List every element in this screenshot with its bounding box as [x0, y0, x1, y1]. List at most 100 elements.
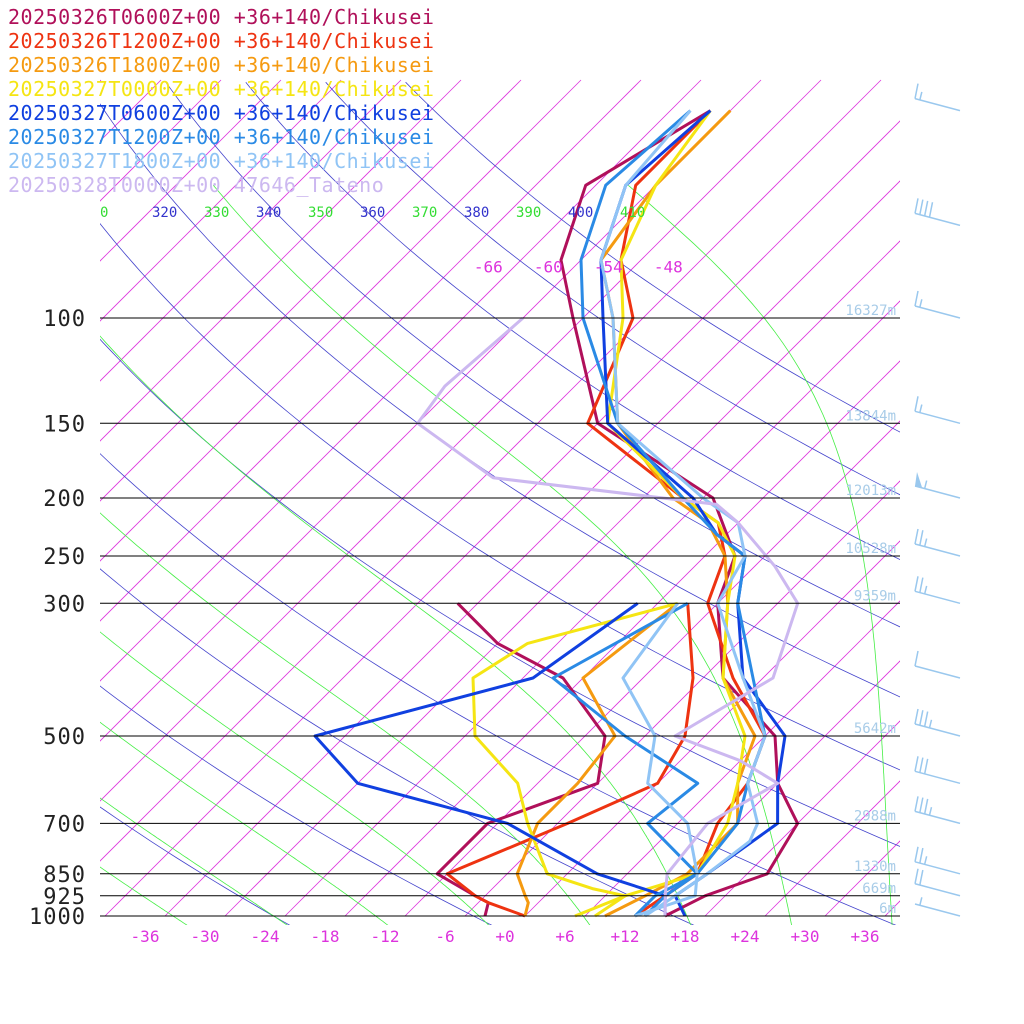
- wind-barb-staff: [914, 543, 961, 557]
- dewpoint-line: [515, 602, 679, 917]
- wind-barb-full: [919, 847, 924, 864]
- height-label: 6m: [879, 901, 896, 917]
- theta-label: 320: [152, 205, 177, 221]
- dry-adiabat-line: [165, 81, 900, 628]
- wind-barb: [914, 290, 961, 319]
- wind-barb: [914, 897, 961, 917]
- wind-barb: [914, 528, 961, 557]
- wind-barb: [914, 868, 961, 897]
- temperature-tick-label: -36: [131, 927, 160, 946]
- wind-barb: [914, 756, 961, 785]
- pressure-label: 700: [43, 812, 86, 837]
- temperature-tick-label: +6: [555, 927, 574, 946]
- height-label: 2988m: [854, 808, 896, 824]
- wind-barb-full: [914, 756, 919, 772]
- wind-barb-staff: [914, 903, 961, 917]
- temperature-tick-label: -12: [371, 927, 400, 946]
- wind-barb-staff: [914, 810, 961, 825]
- height-label: 12013m: [845, 483, 896, 499]
- temperature-tick-label: +36: [851, 927, 880, 946]
- wind-barb-staff: [914, 305, 961, 319]
- temperature-tick-label: +30: [791, 927, 820, 946]
- wind-barb-half: [928, 719, 933, 729]
- wind-barb-full: [914, 528, 919, 545]
- dewpoint-line: [471, 601, 679, 918]
- height-label: 9359m: [854, 588, 896, 604]
- axis-labels: 100 16327m 150 13844m 200 12013m 250 10528m 300 9…: [29, 205, 896, 946]
- isotherm-line: [644, 660, 900, 917]
- wind-barb-staff: [914, 590, 961, 605]
- wind-barb: [914, 846, 961, 875]
- moist-adiabat-line: [100, 866, 188, 925]
- wind-barb-half: [928, 807, 933, 816]
- dry-adiabat-line: [100, 103, 900, 698]
- isotherm-line: [884, 900, 900, 917]
- pressure-label: 250: [43, 545, 86, 570]
- theta-label: 340: [256, 205, 281, 221]
- wind-barb-full: [923, 711, 929, 727]
- theta-label: 380: [464, 205, 489, 221]
- wind-barb: [914, 708, 961, 737]
- wind-barb-full: [928, 202, 934, 218]
- wind-barb-full: [914, 198, 919, 214]
- wind-barb-half: [923, 856, 928, 865]
- wind-barb-staff: [914, 410, 961, 425]
- legend-entry: 20250327T0600Z+00 +36+140/Chikusei: [8, 101, 434, 125]
- isotherm-line: [945, 80, 1024, 916]
- temperature-tick-label: +24: [731, 927, 760, 946]
- legend-entry: 20250326T1800Z+00 +36+140/Chikusei: [8, 53, 434, 77]
- moist-adiabat-line: [100, 797, 288, 925]
- dry-adiabat-line: [325, 81, 900, 496]
- pressure-label: 500: [43, 725, 86, 750]
- wind-barb: [914, 796, 961, 825]
- wind-barb-staff: [914, 723, 961, 737]
- wind-barb-full: [923, 200, 929, 217]
- wind-barb-full: [914, 576, 919, 592]
- temperature-tick-label: -24: [251, 927, 280, 946]
- wind-barb-full: [923, 798, 929, 815]
- pressure-label: 200: [43, 487, 86, 512]
- wind-barb-full: [919, 757, 924, 773]
- wind-barb: [914, 472, 961, 499]
- wind-barb-half: [923, 480, 928, 489]
- wind-barb-full: [914, 708, 919, 725]
- dry-adiabat-line: [100, 222, 900, 771]
- wind-barb-staff: [914, 883, 961, 897]
- legend-entry: 20250326T0600Z+00 +36+140/Chikusei: [8, 5, 434, 29]
- pressure-label: 850: [43, 863, 86, 888]
- moist-adiabat-line: [100, 631, 490, 925]
- legend-entry: 20250327T1800Z+00 +36+140/Chikusei: [8, 149, 434, 173]
- dry-adiabat-line: [100, 685, 493, 925]
- pressure-label: 300: [43, 592, 86, 617]
- isotherm-line: [100, 79, 462, 442]
- legend-entry: 20250327T0000Z+00 +36+140/Chikusei: [8, 77, 434, 101]
- moist-adiabat-line: [100, 512, 591, 925]
- isotherm-line: [100, 79, 282, 262]
- isotherm-line: [1005, 80, 1024, 916]
- isotherm-top-label: -66: [474, 258, 503, 277]
- wind-barb-half: [919, 404, 923, 413]
- height-label: 5642m: [854, 721, 896, 737]
- wind-barb: [914, 198, 961, 227]
- wind-barb-full: [923, 758, 929, 775]
- wind-barb-full: [919, 530, 924, 546]
- isotherm-top-label: -60: [534, 258, 563, 277]
- legend: 20250326T0600Z+00 +36+140/Chikusei 202503…: [8, 5, 434, 197]
- height-label: 10528m: [845, 541, 896, 557]
- isotherm-line: [524, 540, 900, 917]
- wind-barb-half: [919, 897, 923, 906]
- theta-label: 0: [100, 205, 108, 221]
- theta-label: 390: [516, 205, 541, 221]
- temperature-line: [579, 109, 767, 918]
- pressure-label: 100: [43, 307, 86, 332]
- wind-barb-full: [914, 650, 919, 667]
- isobar-lines: [100, 317, 900, 917]
- isotherm-line: [0, 80, 41, 916]
- theta-label: 330: [204, 205, 229, 221]
- temperature-tick-label: -6: [435, 927, 454, 946]
- isotherm-line: [704, 720, 900, 917]
- wind-barb-half: [919, 299, 923, 308]
- wind-barb-flag: [915, 472, 923, 488]
- wind-barb-full: [914, 290, 919, 307]
- dewpoint-line: [313, 602, 667, 917]
